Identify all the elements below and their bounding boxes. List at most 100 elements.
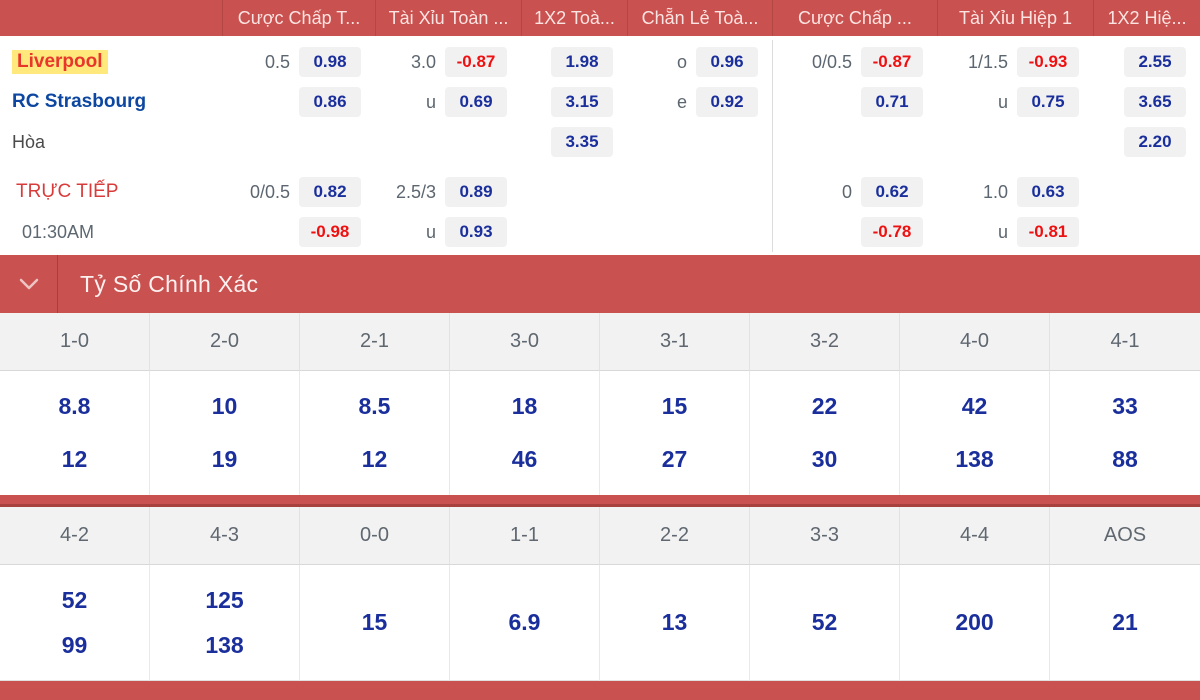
- total-label: 2.5/3: [395, 181, 436, 202]
- odds-button[interactable]: 3.65: [1124, 87, 1186, 117]
- odds-button[interactable]: -0.81: [1017, 217, 1079, 247]
- odd-label: o: [676, 51, 687, 72]
- score-cell: 22 30: [750, 371, 900, 495]
- odds-button[interactable]: 3.15: [551, 87, 613, 117]
- score-cell: 33 88: [1050, 371, 1200, 495]
- correct-score-section-header: Tỷ Số Chính Xác: [0, 255, 1200, 313]
- odds-button[interactable]: 0.71: [861, 87, 923, 117]
- score-header: 3-0: [450, 313, 600, 371]
- odds-button[interactable]: 0.98: [299, 47, 361, 77]
- odds-button[interactable]: -0.78: [861, 217, 923, 247]
- bottom-red-bar: [0, 681, 1200, 700]
- odds-button[interactable]: 2.55: [1124, 47, 1186, 77]
- correct-score-odds[interactable]: 138: [205, 631, 244, 658]
- odds-table-header: Cược Chấp T... Tài Xỉu Toàn ... 1X2 Toà.…: [0, 0, 1200, 36]
- odds-row-away: RC Strasbourg 0.86 u 0.69 3.15 e 0.92 0.71…: [0, 82, 1200, 122]
- collapse-button[interactable]: [0, 255, 58, 313]
- col-header-over-under-ft: Tài Xỉu Toàn ...: [375, 0, 521, 36]
- correct-score-odds[interactable]: 42: [961, 393, 988, 419]
- score-cell: 200: [900, 565, 1050, 681]
- odds-button[interactable]: 0.89: [445, 177, 507, 207]
- score-header: 3-1: [600, 313, 750, 371]
- score-header: 4-1: [1050, 313, 1200, 371]
- odds-button[interactable]: 0.82: [299, 177, 361, 207]
- under-label: u: [997, 221, 1008, 242]
- odds-button[interactable]: 0.75: [1017, 87, 1079, 117]
- odds-button[interactable]: -0.98: [299, 217, 361, 247]
- correct-score-odds[interactable]: 88: [1112, 446, 1138, 472]
- home-team-name: Liverpool: [12, 50, 108, 74]
- col-header-over-under-h1: Tài Xỉu Hiệp 1: [937, 0, 1093, 36]
- correct-score-odds[interactable]: 10: [211, 393, 238, 419]
- col-header-handicap-ft: Cược Chấp T...: [222, 0, 375, 36]
- draw-label: Hòa: [12, 131, 46, 152]
- odds-button[interactable]: -0.87: [861, 47, 923, 77]
- score-cell: 8.8 12: [0, 371, 150, 495]
- score-cell: 6.9: [450, 565, 600, 681]
- odds-button[interactable]: 0.92: [696, 87, 758, 117]
- score-cell: 13: [600, 565, 750, 681]
- correct-score-odds[interactable]: 52: [61, 586, 88, 613]
- correct-score-odds[interactable]: 30: [811, 446, 838, 472]
- col-header-handicap-h1: Cược Chấp ...: [772, 0, 937, 36]
- correct-score-odds[interactable]: 46: [511, 446, 538, 472]
- correct-score-odds[interactable]: 21: [1112, 609, 1138, 635]
- match-time: 01:30AM: [22, 221, 95, 242]
- correct-score-odds[interactable]: 33: [1112, 393, 1138, 419]
- score-header: 4-3: [150, 507, 300, 565]
- handicap-label: 0.5: [264, 51, 290, 72]
- correct-score-odds[interactable]: 52: [811, 609, 838, 635]
- correct-score-odds[interactable]: 13: [661, 609, 688, 635]
- col-header-1x2-ft: 1X2 Toà...: [521, 0, 627, 36]
- odds-button[interactable]: -0.93: [1017, 47, 1079, 77]
- odds-button[interactable]: 1.98: [551, 47, 613, 77]
- odds-button[interactable]: -0.87: [445, 47, 507, 77]
- correct-score-odds[interactable]: 27: [661, 446, 688, 472]
- odds-button[interactable]: 3.35: [551, 127, 613, 157]
- odds-button[interactable]: 0.93: [445, 217, 507, 247]
- col-header-1x2-h1: 1X2 Hiệ...: [1093, 0, 1200, 36]
- correct-score-grid-2: 4-2 4-3 0-0 1-1 2-2 3-3 4-4 AOS 52 99 125…: [0, 507, 1200, 681]
- score-cell: 21: [1050, 565, 1200, 681]
- score-header: 1-0: [0, 313, 150, 371]
- handicap-label: 0/0.5: [811, 51, 852, 72]
- odds-row-live-2: 01:30AM -0.98 u 0.93 -0.78 u -0.81: [0, 212, 1200, 252]
- correct-score-odds[interactable]: 12: [361, 446, 388, 472]
- correct-score-odds[interactable]: 6.9: [508, 609, 541, 635]
- score-cell: 8.5 12: [300, 371, 450, 495]
- total-label: 3.0: [410, 51, 436, 72]
- score-cell: 52: [750, 565, 900, 681]
- score-cell: 18 46: [450, 371, 600, 495]
- score-cell: 15 27: [600, 371, 750, 495]
- correct-score-odds[interactable]: 19: [211, 446, 238, 472]
- correct-score-odds[interactable]: 8.5: [358, 393, 391, 419]
- score-header: 3-2: [750, 313, 900, 371]
- correct-score-odds[interactable]: 15: [661, 393, 688, 419]
- odds-button[interactable]: 0.96: [696, 47, 758, 77]
- odds-button[interactable]: 2.20: [1124, 127, 1186, 157]
- chevron-down-icon: [19, 278, 38, 290]
- score-header: 2-1: [300, 313, 450, 371]
- correct-score-odds[interactable]: 8.8: [58, 393, 91, 419]
- correct-score-odds[interactable]: 12: [61, 446, 88, 472]
- correct-score-odds[interactable]: 138: [955, 446, 994, 472]
- odds-button[interactable]: 0.63: [1017, 177, 1079, 207]
- score-cell: 52 99: [0, 565, 150, 681]
- correct-score-odds[interactable]: 99: [61, 631, 88, 658]
- score-header: 4-4: [900, 507, 1050, 565]
- correct-score-grid-1: 1-0 2-0 2-1 3-0 3-1 3-2 4-0 4-1 8.8 12 10…: [0, 313, 1200, 495]
- correct-score-odds[interactable]: 22: [811, 393, 838, 419]
- correct-score-odds[interactable]: 15: [361, 609, 388, 635]
- odds-button[interactable]: 0.86: [299, 87, 361, 117]
- score-header: 0-0: [300, 507, 450, 565]
- correct-score-odds[interactable]: 125: [205, 586, 244, 613]
- score-header: AOS: [1050, 507, 1200, 565]
- score-header: 1-1: [450, 507, 600, 565]
- live-badge: TRỰC TIẾP: [16, 181, 119, 202]
- score-header: 2-2: [600, 507, 750, 565]
- odds-button[interactable]: 0.69: [445, 87, 507, 117]
- correct-score-odds[interactable]: 18: [511, 393, 538, 419]
- odds-button[interactable]: 0.62: [861, 177, 923, 207]
- total-label: 1.0: [982, 181, 1008, 202]
- correct-score-odds[interactable]: 200: [955, 609, 994, 635]
